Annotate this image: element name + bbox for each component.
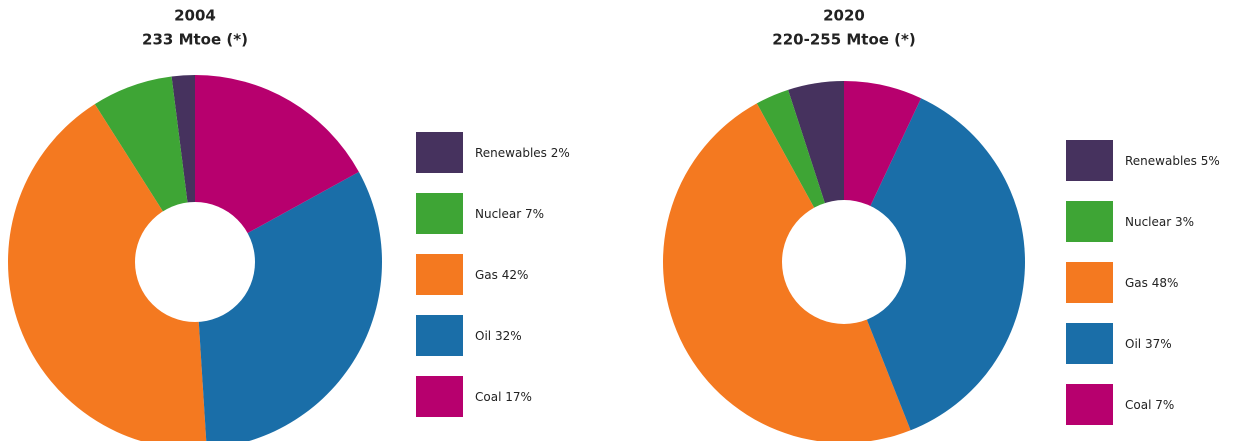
legend-value: 37% [1145,337,1172,351]
legend-value: 7% [525,207,544,221]
legend-value: 48% [1152,276,1179,290]
legend-label: Gas 48% [1125,276,1178,290]
legend-label: Oil 37% [1125,337,1172,351]
legend-label: Oil 32% [475,329,522,343]
chart-title: 2004 [174,7,216,25]
legend-value: 7% [1155,398,1174,412]
legend-swatch [416,193,463,234]
donut-hole [782,200,906,324]
donut-slice [844,98,1025,431]
legend-value: 2% [551,146,570,160]
legend-swatch [416,376,463,417]
legend-label: Renewables 2% [475,146,570,160]
legend-label: Nuclear 3% [1125,215,1194,229]
legend-label: Renewables 5% [1125,154,1220,168]
legend-name: Oil [475,329,491,343]
legend-value: 42% [502,268,529,282]
legend-swatch [1066,262,1113,303]
legend-label: Coal 17% [475,390,532,404]
legend-label: Coal 7% [1125,398,1174,412]
legend-label: Nuclear 7% [475,207,544,221]
legend-label: Gas 42% [475,268,528,282]
donut-slice [8,104,207,441]
chart-subtitle: 220-255 Mtoe (*) [772,31,915,49]
legend-value: 3% [1175,215,1194,229]
legend-name: Nuclear [475,207,521,221]
legend-value: 5% [1201,154,1220,168]
legend-swatch [416,132,463,173]
legend-name: Oil [1125,337,1141,351]
legend-name: Gas [1125,276,1148,290]
chart-title: 2020 [823,7,865,25]
legend-swatch [416,315,463,356]
legend-name: Coal [1125,398,1151,412]
donut-slice [195,75,359,262]
donut-hole [135,202,255,322]
legend-swatch [1066,384,1113,425]
legend-swatch [1066,201,1113,242]
legend-swatch [416,254,463,295]
legend-swatch [1066,323,1113,364]
legend-name: Renewables [475,146,547,160]
legend-value: 17% [505,390,532,404]
legend-value: 32% [495,329,522,343]
legend-name: Renewables [1125,154,1197,168]
chart-subtitle: 233 Mtoe (*) [142,31,248,49]
legend-name: Coal [475,390,501,404]
legend-name: Gas [475,268,498,282]
legend-name: Nuclear [1125,215,1171,229]
legend-swatch [1066,140,1113,181]
